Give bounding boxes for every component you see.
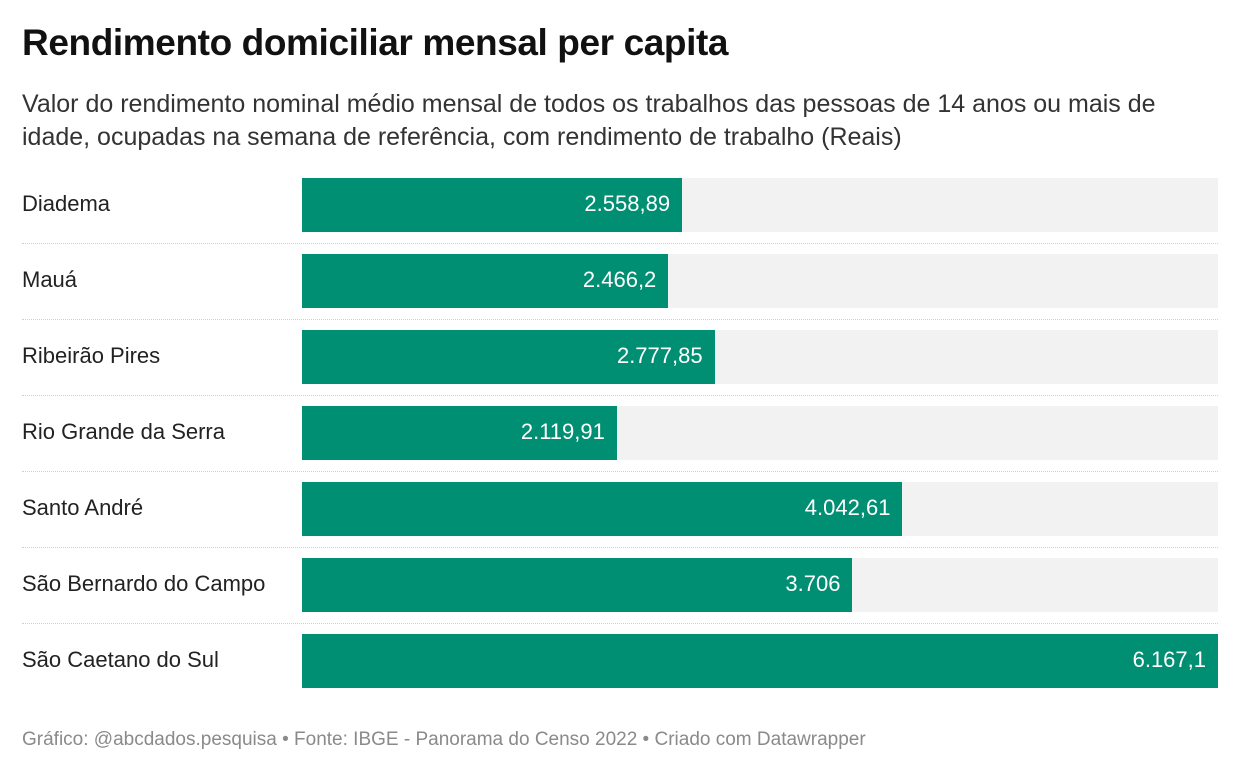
row-separator xyxy=(22,395,1218,396)
chart-footer: Gráfico: @abcdados.pesquisa • Fonte: IBG… xyxy=(22,729,866,750)
bar-row: Diadema 2.558,89 xyxy=(22,178,1218,244)
category-label: Santo André xyxy=(22,495,144,520)
bar-value-label: 2.558,89 xyxy=(584,191,671,216)
bar-value-label: 6.167,1 xyxy=(1132,647,1206,672)
category-label: Diadema xyxy=(22,191,111,216)
bar: 3.706 xyxy=(302,558,853,612)
category-label: São Bernardo do Campo xyxy=(22,571,266,596)
bar-value-label: 4.042,61 xyxy=(804,495,891,520)
bar-value-label: 2.466,2 xyxy=(582,267,657,292)
category-label: São Caetano do Sul xyxy=(22,647,219,672)
bar-row: Mauá 2.466,2 xyxy=(22,254,1218,320)
bar: 2.119,91 xyxy=(302,406,617,460)
bar-row: Ribeirão Pires 2.777,85 xyxy=(22,330,1218,396)
category-label: Mauá xyxy=(22,267,78,292)
bar-track: 6.167,1 xyxy=(302,634,1218,688)
bar: 2.466,2 xyxy=(302,254,669,308)
bar-value-label: 2.119,91 xyxy=(520,419,605,444)
bar-track: 2.558,89 xyxy=(302,178,1218,232)
bar: 2.777,85 xyxy=(302,330,715,384)
row-separator xyxy=(22,243,1218,244)
chart-title: Rendimento domiciliar mensal per capita xyxy=(22,22,729,63)
bar-track: 4.042,61 xyxy=(302,482,1218,536)
bar-row: São Bernardo do Campo 3.706 xyxy=(22,558,1218,624)
bar: 4.042,61 xyxy=(302,482,903,536)
bar: 2.558,89 xyxy=(302,178,683,232)
row-separator xyxy=(22,547,1218,548)
bar-track: 2.466,2 xyxy=(302,254,1218,308)
bar-track: 3.706 xyxy=(302,558,1218,612)
category-label: Rio Grande da Serra xyxy=(22,419,225,444)
chart-subtitle: Valor do rendimento nominal médio mensal… xyxy=(22,90,1156,151)
row-separator xyxy=(22,623,1218,624)
bar: 6.167,1 xyxy=(302,634,1218,688)
bar-row: Rio Grande da Serra 2.119,91 xyxy=(22,406,1218,472)
bar-rows: Diadema 2.558,89 Mauá 2.466,2 Ribeirão Pires… xyxy=(22,178,1218,710)
row-separator xyxy=(22,319,1218,320)
bar-track: 2.119,91 xyxy=(302,406,1218,460)
bar-value-label: 2.777,85 xyxy=(616,343,703,368)
bar-value-label: 3.706 xyxy=(785,571,841,596)
bar-row: Santo André 4.042,61 xyxy=(22,482,1218,548)
row-separator xyxy=(22,471,1218,472)
category-label: Ribeirão Pires xyxy=(22,343,161,368)
bar-row: São Caetano do Sul 6.167,1 xyxy=(22,634,1218,688)
bar-track: 2.777,85 xyxy=(302,330,1218,384)
